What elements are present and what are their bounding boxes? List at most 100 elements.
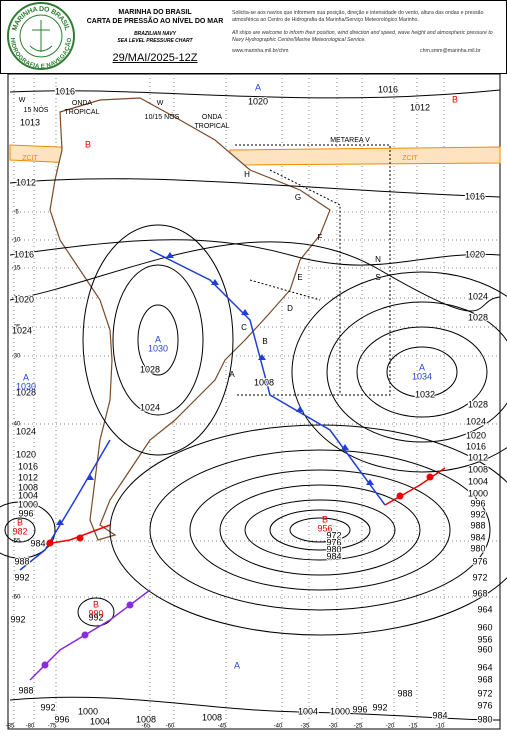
annotation: ONDA [202,114,223,121]
front-symbol [86,474,94,480]
isobar-label: 1000 [18,499,38,509]
isobar-label: 1016 [465,191,485,201]
front-symbol [76,534,84,542]
isobar-label: 1020 [465,249,485,259]
isobar [9,89,501,99]
isobar [0,501,56,559]
front-symbol [166,252,174,258]
isobar-label: 1016 [14,249,34,259]
isobar [326,301,507,443]
longitude-label: -20 [386,724,395,730]
center-letter: B [93,599,99,609]
center-letter: B [85,139,91,149]
front-symbol [46,539,54,547]
isobar [9,241,501,312]
isobar [291,271,507,473]
center-value: 982 [12,526,27,536]
isobar-label: 992 [14,572,29,582]
isobar-label: 996 [352,704,367,714]
isobar-label: 1012 [410,102,430,112]
isobar-label: 980 [477,714,492,724]
front-symbol [296,406,304,412]
isobar-label: 1028 [16,387,36,397]
isobar-label: 1000 [330,706,350,716]
latitude-label: -25 [12,325,21,331]
isobar-label: 1016 [18,461,38,471]
isobar-label: 1008 [18,482,38,492]
longitude-label: -45 [218,724,227,730]
isobar [82,224,234,456]
isobar-label: 1020 [14,294,34,304]
isobar-label: 996 [54,714,69,724]
isobar-label: 1008 [136,714,156,724]
isobar [9,178,501,198]
longitude-label: -35 [301,724,310,730]
front-symbol [341,444,349,450]
isobar-label: 1012 [18,472,38,482]
front-symbol [126,601,134,609]
isobar-label: 960 [477,622,492,632]
longitude-label: -65 [142,724,151,730]
isobar-label: 1024 [12,325,32,335]
longitude-label: -25 [354,724,363,730]
logo-anchor [29,20,53,52]
isobar-label: 1008 [202,712,222,722]
area-letter: E [297,273,302,282]
isobar-label: 1008 [468,464,488,474]
isobar-label: 1004 [18,490,38,500]
isobar-label: 972 [326,530,341,540]
org: MARINHA DO BRASIL [118,9,192,16]
annotation: TROPICAL [64,109,99,116]
annotation: 15 NÓS [24,105,49,114]
isobar-label: 1004 [90,716,110,726]
date: 29/MAI/2025-12Z [112,52,198,64]
isobar-label: 1020 [16,449,36,459]
area-letter: N [375,255,381,264]
isobar [137,304,179,376]
isobar-label: 976 [326,537,341,547]
annotation: 10/15 NÓS [145,112,180,121]
isobar [149,449,491,611]
center-value: 990 [88,608,103,618]
longitude-label: -40 [274,724,283,730]
isobar [356,326,488,418]
isobar-label: 968 [477,674,492,684]
isobar-label: 1000 [78,706,98,716]
area-letter: G [295,193,301,202]
area-letter: B [262,337,267,346]
isobar-label: 988 [470,520,485,530]
url: www.marinha.mil.br/chm [232,48,289,54]
longitude-label: -60 [166,724,175,730]
center-letter: A [23,372,29,382]
isobar [112,264,204,416]
longitude-label: -85 [6,724,15,730]
isobar-label: 1028 [468,312,488,322]
annotation: ONDA [72,100,93,107]
isobar-label: 956 [477,634,492,644]
isobar-label: 1016 [55,86,75,96]
warm-front [384,467,446,506]
logo: MARINHA DO BRASIL HIDROGRAFIA E NAVEGAÇÃ… [7,2,75,70]
front-symbol [258,354,266,360]
area-letter: H [244,170,250,179]
isobar [189,469,451,591]
isobar-label: 984 [326,551,341,561]
isobar-label: 992 [372,702,387,712]
isobar-label: 992 [88,612,103,622]
isobar-label: 1013 [20,117,40,127]
map-lines [0,74,507,729]
latitude-label: -15 [12,266,21,272]
center-letter: B [17,517,23,527]
isobar-label: 980 [326,544,341,554]
area-letter: C [241,323,247,332]
isobar [9,239,501,266]
isobar-label: 992 [40,702,55,712]
annotation: ZCIT [22,155,38,162]
isobar-label: 964 [477,604,492,614]
isobar-label: 992 [10,614,25,624]
front-symbol [366,479,374,485]
metarea-box [235,144,391,396]
center-letter: A [255,82,261,92]
longitude-label: -75 [48,724,57,730]
isobar-label: 980 [470,543,485,553]
